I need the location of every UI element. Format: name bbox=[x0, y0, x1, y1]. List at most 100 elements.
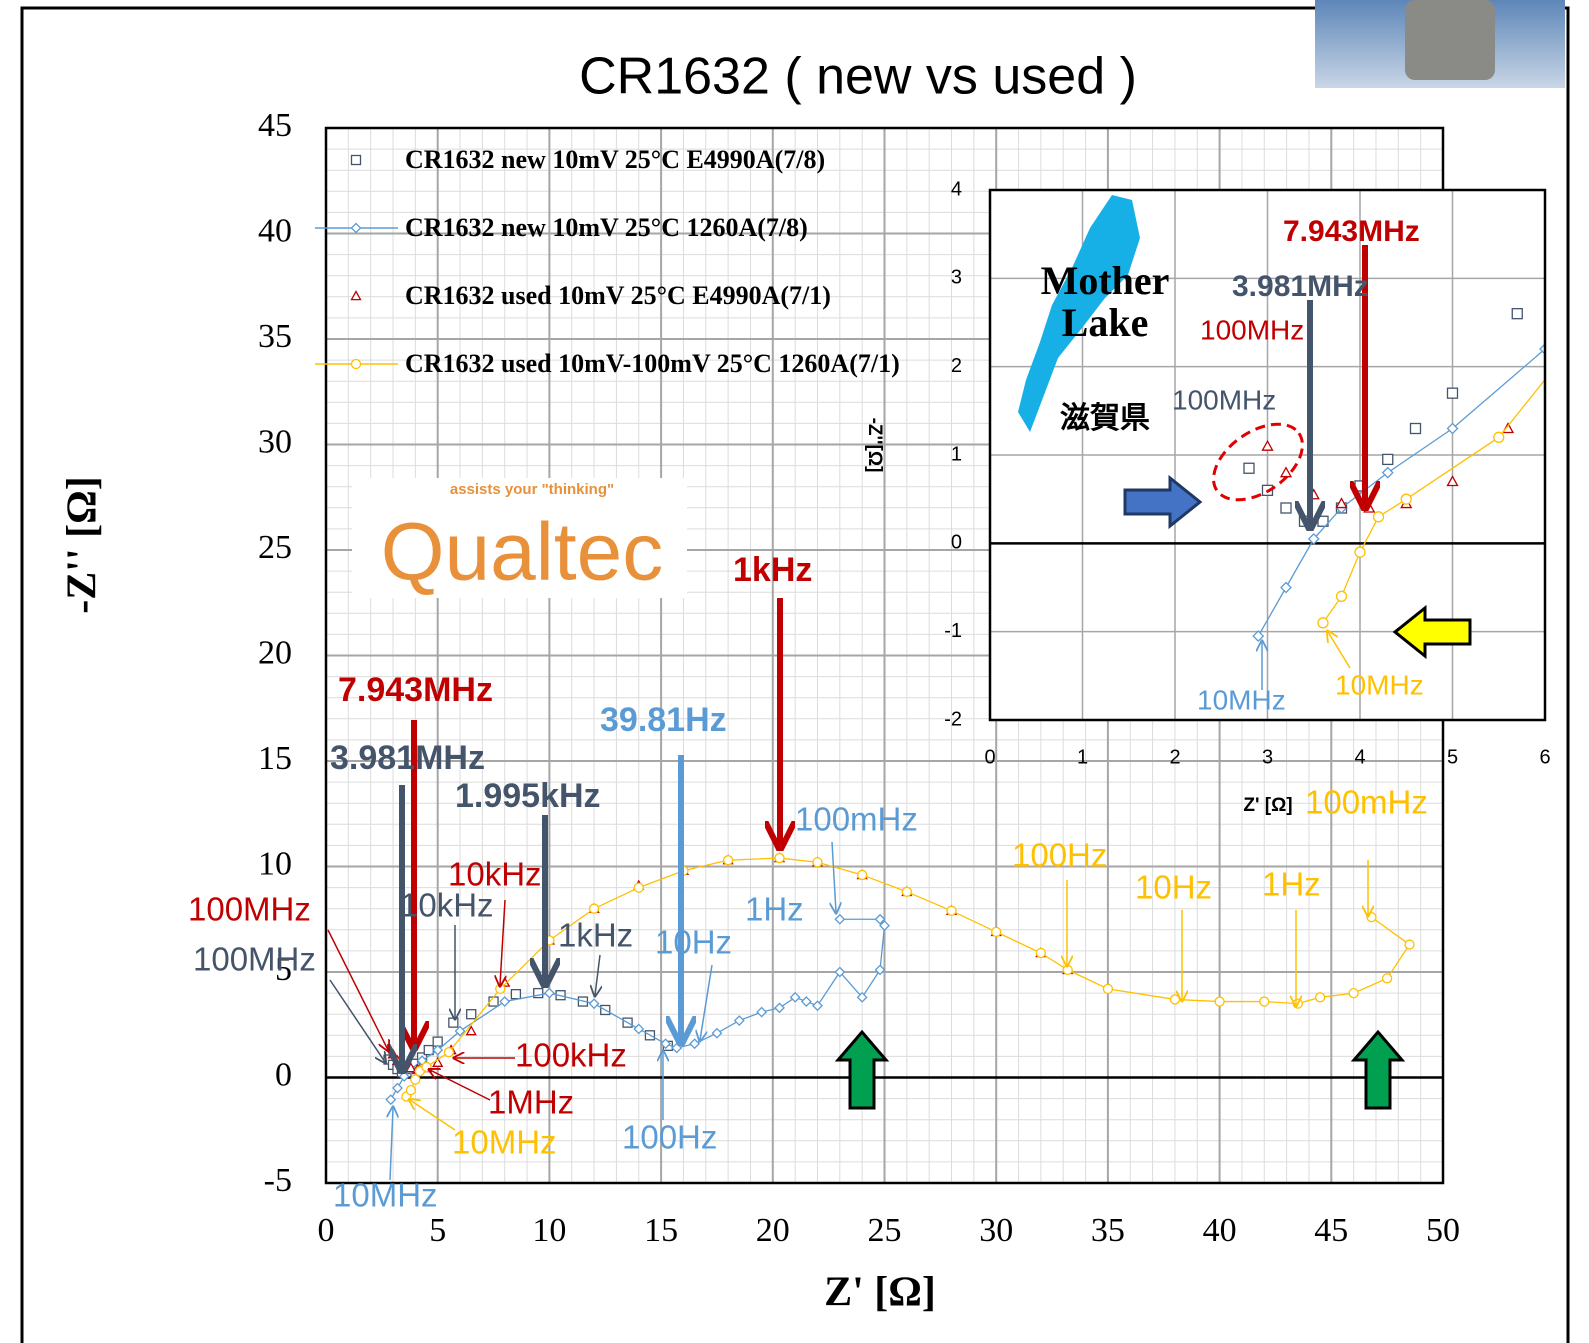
point bbox=[588, 903, 600, 914]
point bbox=[421, 1061, 432, 1073]
point bbox=[812, 857, 823, 868]
point bbox=[466, 1009, 477, 1020]
point bbox=[1214, 996, 1225, 1007]
point bbox=[733, 1015, 745, 1026]
point bbox=[465, 1025, 477, 1036]
y-tick-label: 0 bbox=[951, 532, 962, 554]
point bbox=[722, 855, 734, 866]
logo-bg bbox=[352, 478, 687, 598]
annotation: 7.943MHz bbox=[1283, 215, 1420, 248]
x-tick-label: 30 bbox=[979, 1212, 1013, 1249]
point bbox=[454, 1025, 466, 1037]
inset-decor: Mother Lake 滋賀県 7.943MHz 3.981MHz 100MHz… bbox=[1018, 195, 1472, 715]
point bbox=[385, 1094, 397, 1106]
point bbox=[901, 886, 912, 897]
block-arrow bbox=[1350, 1029, 1406, 1110]
x-tick-label: 40 bbox=[1203, 1212, 1237, 1249]
y-tick-label: 5 bbox=[275, 951, 292, 988]
annotation: 100MHz bbox=[1172, 384, 1276, 415]
block-arrow bbox=[1123, 474, 1203, 530]
point bbox=[1409, 422, 1422, 435]
y-tick-label: 1 bbox=[951, 443, 962, 465]
block-arrow bbox=[834, 1029, 890, 1110]
point bbox=[1493, 431, 1505, 443]
annotation: 1kHz bbox=[733, 551, 812, 589]
point bbox=[392, 1082, 403, 1094]
legend-label: CR1632 new 10mV 25°C 1260A(7/8) bbox=[405, 213, 808, 242]
inset-y-label: -Z''[Ω] bbox=[864, 418, 885, 473]
y-tick-label: 3 bbox=[951, 267, 962, 289]
y-tick-label: 25 bbox=[258, 529, 292, 566]
point bbox=[774, 1002, 785, 1014]
annotation: 100Hz bbox=[622, 1119, 717, 1156]
logo-name: Qualtec bbox=[381, 507, 664, 598]
chart-title: CR1632 ( new vs used ) bbox=[579, 48, 1137, 106]
point bbox=[812, 1000, 823, 1012]
annotation: 1.995kHz bbox=[455, 777, 601, 815]
y-tick-label: 40 bbox=[258, 212, 292, 249]
arrow bbox=[329, 979, 385, 1062]
annotation: 100MHz bbox=[1200, 314, 1304, 345]
annotation: 3.981MHz bbox=[330, 739, 485, 777]
x-tick-label: 0 bbox=[984, 746, 995, 768]
y-tick-label: -2 bbox=[944, 708, 962, 730]
point bbox=[1292, 998, 1303, 1009]
annotation: 1Hz bbox=[745, 891, 804, 928]
arrow bbox=[500, 899, 505, 985]
point bbox=[1511, 308, 1523, 320]
annotation: 100mHz bbox=[795, 801, 918, 838]
annotation: 10MHz bbox=[333, 1177, 438, 1214]
point bbox=[1035, 947, 1047, 959]
point bbox=[1169, 994, 1181, 1005]
point bbox=[1381, 466, 1394, 479]
legend-marker bbox=[350, 290, 362, 301]
annotation: 100mHz bbox=[1305, 784, 1428, 821]
point bbox=[834, 913, 846, 925]
point bbox=[834, 966, 846, 978]
point bbox=[800, 996, 812, 1007]
arrow bbox=[327, 929, 388, 1050]
point bbox=[856, 991, 868, 1003]
annotation: 10MHz bbox=[1197, 684, 1286, 715]
y-tick-label: 30 bbox=[258, 423, 292, 460]
y-axis-label: -Z'' [Ω] bbox=[60, 476, 106, 613]
y-tick-label: -5 bbox=[264, 1162, 292, 1199]
point bbox=[874, 913, 886, 925]
legend-label: CR1632 used 10mV 25°C E4990A(7/1) bbox=[405, 281, 831, 310]
annotation: 10Hz bbox=[1135, 869, 1212, 906]
point bbox=[1243, 462, 1255, 474]
x-tick-label: 25 bbox=[868, 1212, 902, 1249]
point bbox=[432, 1056, 444, 1067]
annotation: 10kHz bbox=[448, 856, 542, 893]
logo-tagline: assists your "thinking" bbox=[450, 481, 614, 498]
point bbox=[1335, 590, 1348, 602]
point bbox=[410, 1074, 421, 1085]
point bbox=[543, 987, 555, 999]
point bbox=[1446, 475, 1459, 487]
point bbox=[1400, 493, 1412, 505]
point bbox=[1280, 502, 1292, 514]
point bbox=[1446, 387, 1459, 399]
annotation: 100MHz bbox=[188, 891, 311, 928]
y-tick-label: 35 bbox=[258, 318, 292, 355]
y-tick-label: 20 bbox=[258, 634, 292, 671]
annotation-arrows bbox=[327, 598, 1368, 1181]
annotation: 10MHz bbox=[1335, 669, 1424, 700]
annotation: 1kHz bbox=[558, 917, 633, 954]
point bbox=[1446, 422, 1459, 435]
arrow bbox=[700, 964, 713, 1040]
annotation: 7.943MHz bbox=[338, 671, 493, 709]
point bbox=[946, 905, 957, 916]
series-line bbox=[1322, 378, 1545, 624]
point bbox=[588, 998, 600, 1010]
y-tick-label: 2 bbox=[951, 355, 962, 377]
point bbox=[1259, 996, 1270, 1007]
block-arrow bbox=[1392, 604, 1472, 660]
x-tick-label: 5 bbox=[429, 1212, 446, 1249]
point bbox=[1372, 511, 1385, 523]
point bbox=[774, 852, 785, 864]
legend-marker bbox=[350, 222, 362, 234]
annotation: 1MHz bbox=[488, 1084, 574, 1121]
annotation: 10kHz bbox=[400, 887, 494, 924]
